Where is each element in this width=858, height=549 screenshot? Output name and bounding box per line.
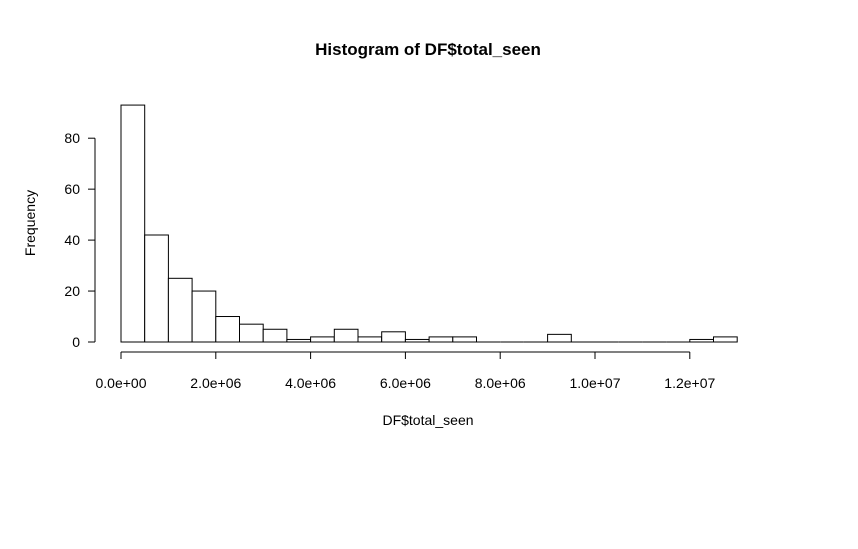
- histogram-bar: [144, 234, 169, 343]
- x-axis-label: DF$total_seen: [382, 412, 473, 428]
- y-tick-label: 0: [72, 334, 80, 350]
- x-tick-label: 6.0e+06: [380, 375, 431, 391]
- x-tick-label: 8.0e+06: [475, 375, 526, 391]
- x-axis: 0.0e+00 2.0e+06 4.0e+06 6.0e+06 8.0e+06 1.0e+…: [96, 351, 716, 391]
- histogram-bar: [452, 336, 477, 343]
- histogram-bar: [286, 338, 312, 343]
- y-axis-label: Frequency: [22, 190, 38, 256]
- histogram-bar: [547, 333, 572, 343]
- x-tick-label: 0.0e+00: [96, 375, 147, 391]
- y-tick-label: 60: [64, 181, 80, 197]
- x-tick-label: 1.2e+07: [664, 375, 715, 391]
- histogram-bar: [381, 331, 406, 343]
- histogram-bar: [239, 323, 264, 343]
- histogram-bar: [120, 104, 146, 343]
- x-tick-label: 1.0e+07: [570, 375, 621, 391]
- y-axis: 0 20 40 60 80: [64, 130, 96, 350]
- bars-group: [120, 104, 738, 343]
- x-tick-label: 4.0e+06: [285, 375, 336, 391]
- y-tick-label: 80: [64, 130, 80, 146]
- histogram-bar: [404, 338, 430, 343]
- histogram-bar: [333, 328, 359, 343]
- chart-title: Histogram of DF$total_seen: [315, 40, 541, 59]
- histogram-bar: [262, 328, 288, 343]
- x-tick-label: 2.0e+06: [190, 375, 241, 391]
- histogram-bar: [167, 277, 193, 343]
- histogram-bar: [310, 336, 335, 343]
- histogram-bar: [357, 336, 383, 343]
- histogram-bar: [191, 290, 217, 343]
- histogram-bar: [215, 316, 241, 343]
- histogram-bar: [689, 338, 714, 343]
- y-tick-label: 40: [64, 232, 80, 248]
- histogram-bar: [428, 336, 454, 343]
- y-tick-label: 20: [64, 283, 80, 299]
- histogram-bar: [713, 336, 738, 343]
